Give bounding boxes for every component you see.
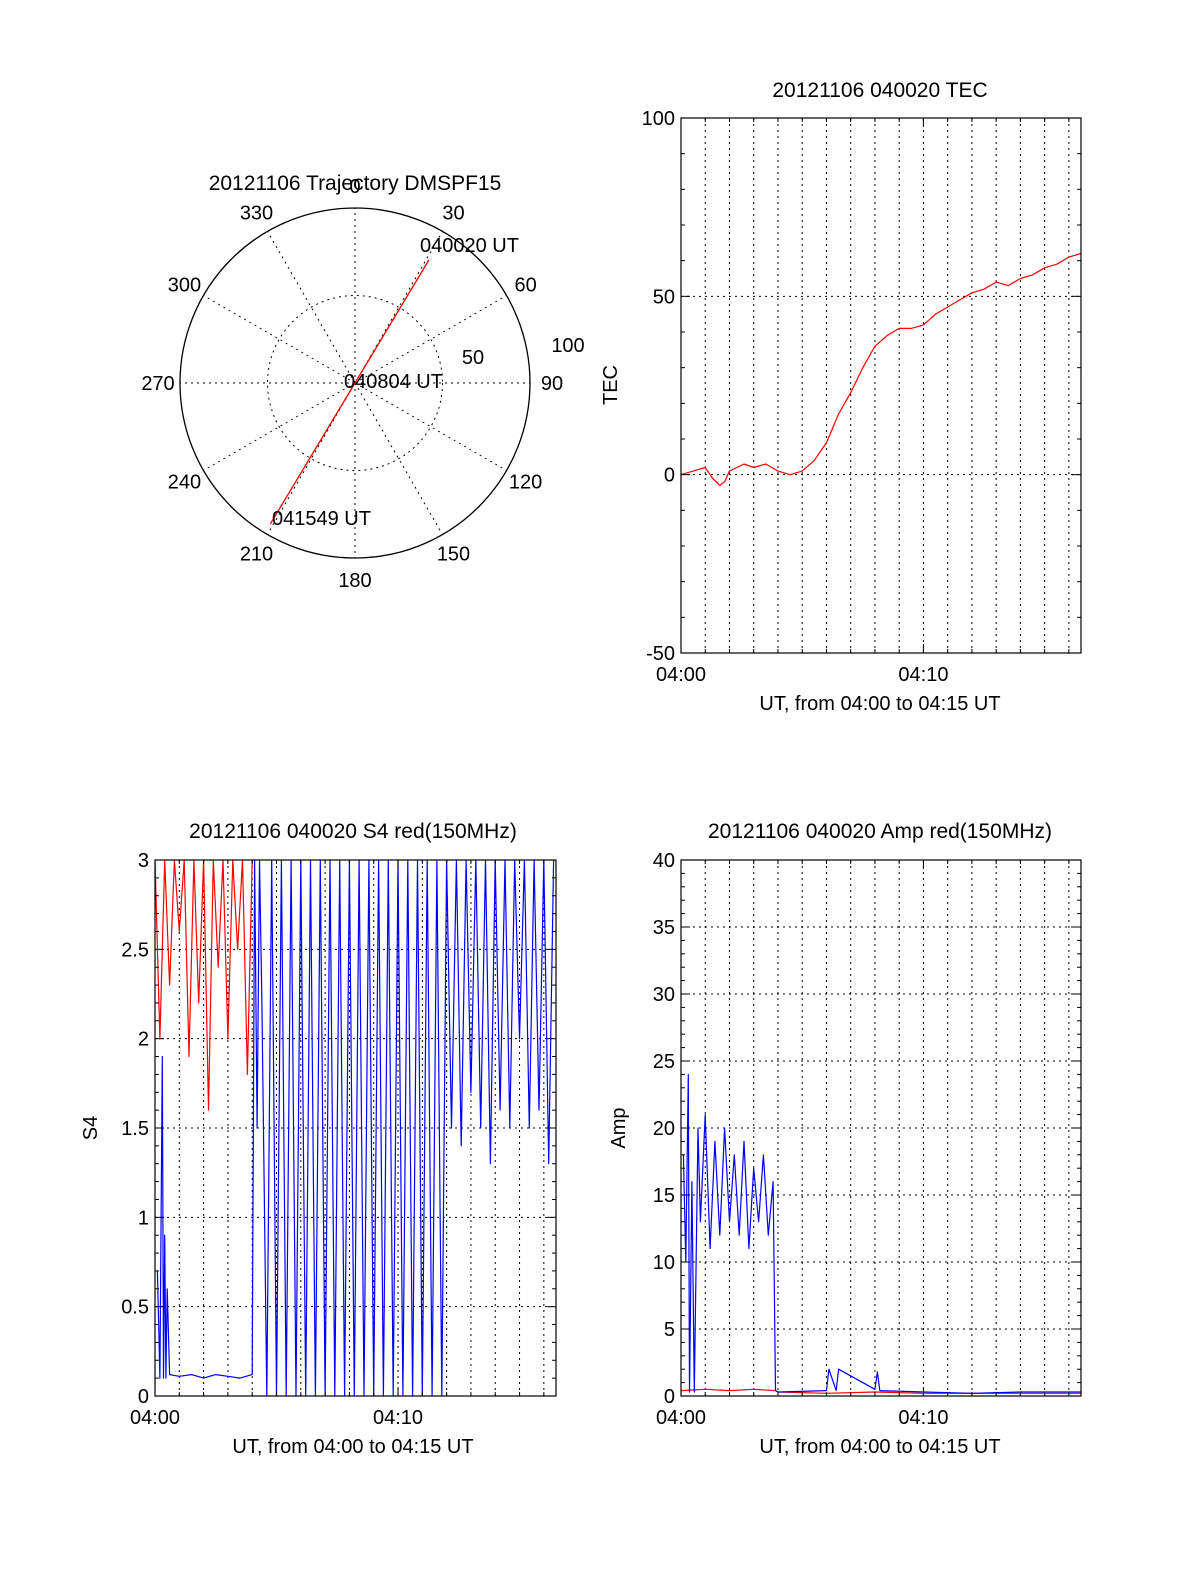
polar-spoke <box>354 382 507 471</box>
polar-inner-circle <box>267 295 443 471</box>
amp-chart: 20121106 040020 Amp red(150MHz) 0 5 10 15 20… <box>608 820 1082 1458</box>
azimuth-label: 180 <box>338 570 371 592</box>
series-line-red <box>680 252 1082 486</box>
y-tick-label: 10 <box>653 1252 675 1274</box>
azimuth-label: 120 <box>509 472 542 494</box>
s4-title: 20121106 040020 S4 red(150MHz) <box>189 820 517 843</box>
polar-spoke <box>354 382 443 535</box>
trajectory-track <box>269 259 430 525</box>
y-tick-label: 0.5 <box>121 1297 149 1319</box>
y-tick-label: 0 <box>138 1386 149 1408</box>
y-tick-label: 2 <box>138 1029 149 1051</box>
polar-grid <box>179 207 531 559</box>
polar-spoke <box>203 295 356 384</box>
s4-chart: 20121106 040020 S4 red(150MHz) 0 0.5 1 1.5 2… <box>80 820 557 1458</box>
tec-ylabel: TEC <box>600 365 622 405</box>
y-tick-label: 0 <box>664 465 675 487</box>
polar-spoke <box>267 231 356 384</box>
amp-ylabel: Amp <box>608 1107 630 1148</box>
polar-spoke <box>267 382 356 535</box>
azimuth-label: 30 <box>442 202 464 224</box>
s4-ticks: 0 0.5 1 1.5 2 2.5 3 04:00 04:10 <box>121 850 556 1429</box>
azimuth-label: 240 <box>168 472 201 494</box>
y-tick-label: 0 <box>664 1386 675 1408</box>
trajectory-title: 20121106 Trajectory DMSPF15 <box>209 172 502 195</box>
azimuth-label: 60 <box>514 275 536 297</box>
azimuth-label: 270 <box>141 373 174 395</box>
tec-plot-frame <box>680 117 1082 654</box>
polar-spoke <box>354 231 443 384</box>
y-tick-label: 50 <box>653 286 675 308</box>
radial-label-100: 100 <box>551 335 584 357</box>
x-tick-label: 04:10 <box>373 1407 423 1429</box>
amp-series <box>680 1073 1081 1394</box>
x-tick-label: 04:10 <box>898 664 948 686</box>
trajectory-line <box>269 259 430 525</box>
y-tick-label: 2.5 <box>121 939 149 961</box>
y-tick-label: 3 <box>138 850 149 872</box>
y-tick-label: -50 <box>646 643 675 665</box>
y-tick-label: 30 <box>653 984 675 1006</box>
annotation-end-time: 041549 UT <box>272 508 371 530</box>
x-tick-label: 04:10 <box>898 1407 948 1429</box>
annotation-start-time: 040020 UT <box>420 235 519 257</box>
series-line-blue <box>682 1073 1081 1394</box>
tec-ticks: -50 0 50 100 04:00 04:10 <box>642 108 1081 686</box>
azimuth-label: 0 <box>349 176 360 198</box>
annotation-closest-time: 040804 UT <box>344 371 443 393</box>
amp-grid <box>681 860 1081 1396</box>
s4-grid <box>155 860 556 1396</box>
y-tick-label: 1 <box>138 1207 149 1229</box>
amp-xlabel: UT, from 04:00 to 04:15 UT <box>759 1436 1000 1458</box>
series-line-red <box>680 1388 1081 1394</box>
polar-spoke <box>203 382 356 471</box>
x-tick-label: 04:00 <box>656 1407 706 1429</box>
y-tick-label: 100 <box>642 108 675 130</box>
amp-title: 20121106 040020 Amp red(150MHz) <box>708 820 1052 843</box>
x-tick-label: 04:00 <box>130 1407 180 1429</box>
y-tick-label: 1.5 <box>121 1118 149 1140</box>
s4-ylabel: S4 <box>80 1116 102 1140</box>
azimuth-label: 150 <box>437 544 470 566</box>
azimuth-label: 210 <box>240 544 273 566</box>
y-tick-label: 15 <box>653 1185 675 1207</box>
polar-spoke <box>354 295 507 384</box>
tec-title: 20121106 040020 TEC <box>772 79 987 102</box>
tec-grid <box>681 118 1081 653</box>
y-tick-label: 20 <box>653 1118 675 1140</box>
azimuth-label: 330 <box>240 202 273 224</box>
amp-ticks: 0 5 10 15 20 25 30 35 40 04:00 04:10 <box>653 850 1081 1429</box>
azimuth-label: 90 <box>541 373 563 395</box>
y-tick-label: 40 <box>653 850 675 872</box>
y-tick-label: 35 <box>653 917 675 939</box>
radial-label-50: 50 <box>462 347 484 369</box>
x-tick-label: 04:00 <box>656 664 706 686</box>
y-tick-label: 25 <box>653 1051 675 1073</box>
azimuth-label: 300 <box>168 275 201 297</box>
tec-xlabel: UT, from 04:00 to 04:15 UT <box>759 693 1000 715</box>
polar-azimuth-labels: 0 30 60 90 120 150 180 210 240 270 300 330 50 100 <box>141 176 584 592</box>
s4-xlabel: UT, from 04:00 to 04:15 UT <box>232 1436 473 1458</box>
trajectory-polar-plot: 20121106 Trajectory DMSPF15 0 30 60 90 120 15… <box>141 172 584 592</box>
tec-series <box>680 252 1082 486</box>
y-tick-label: 5 <box>664 1319 675 1341</box>
